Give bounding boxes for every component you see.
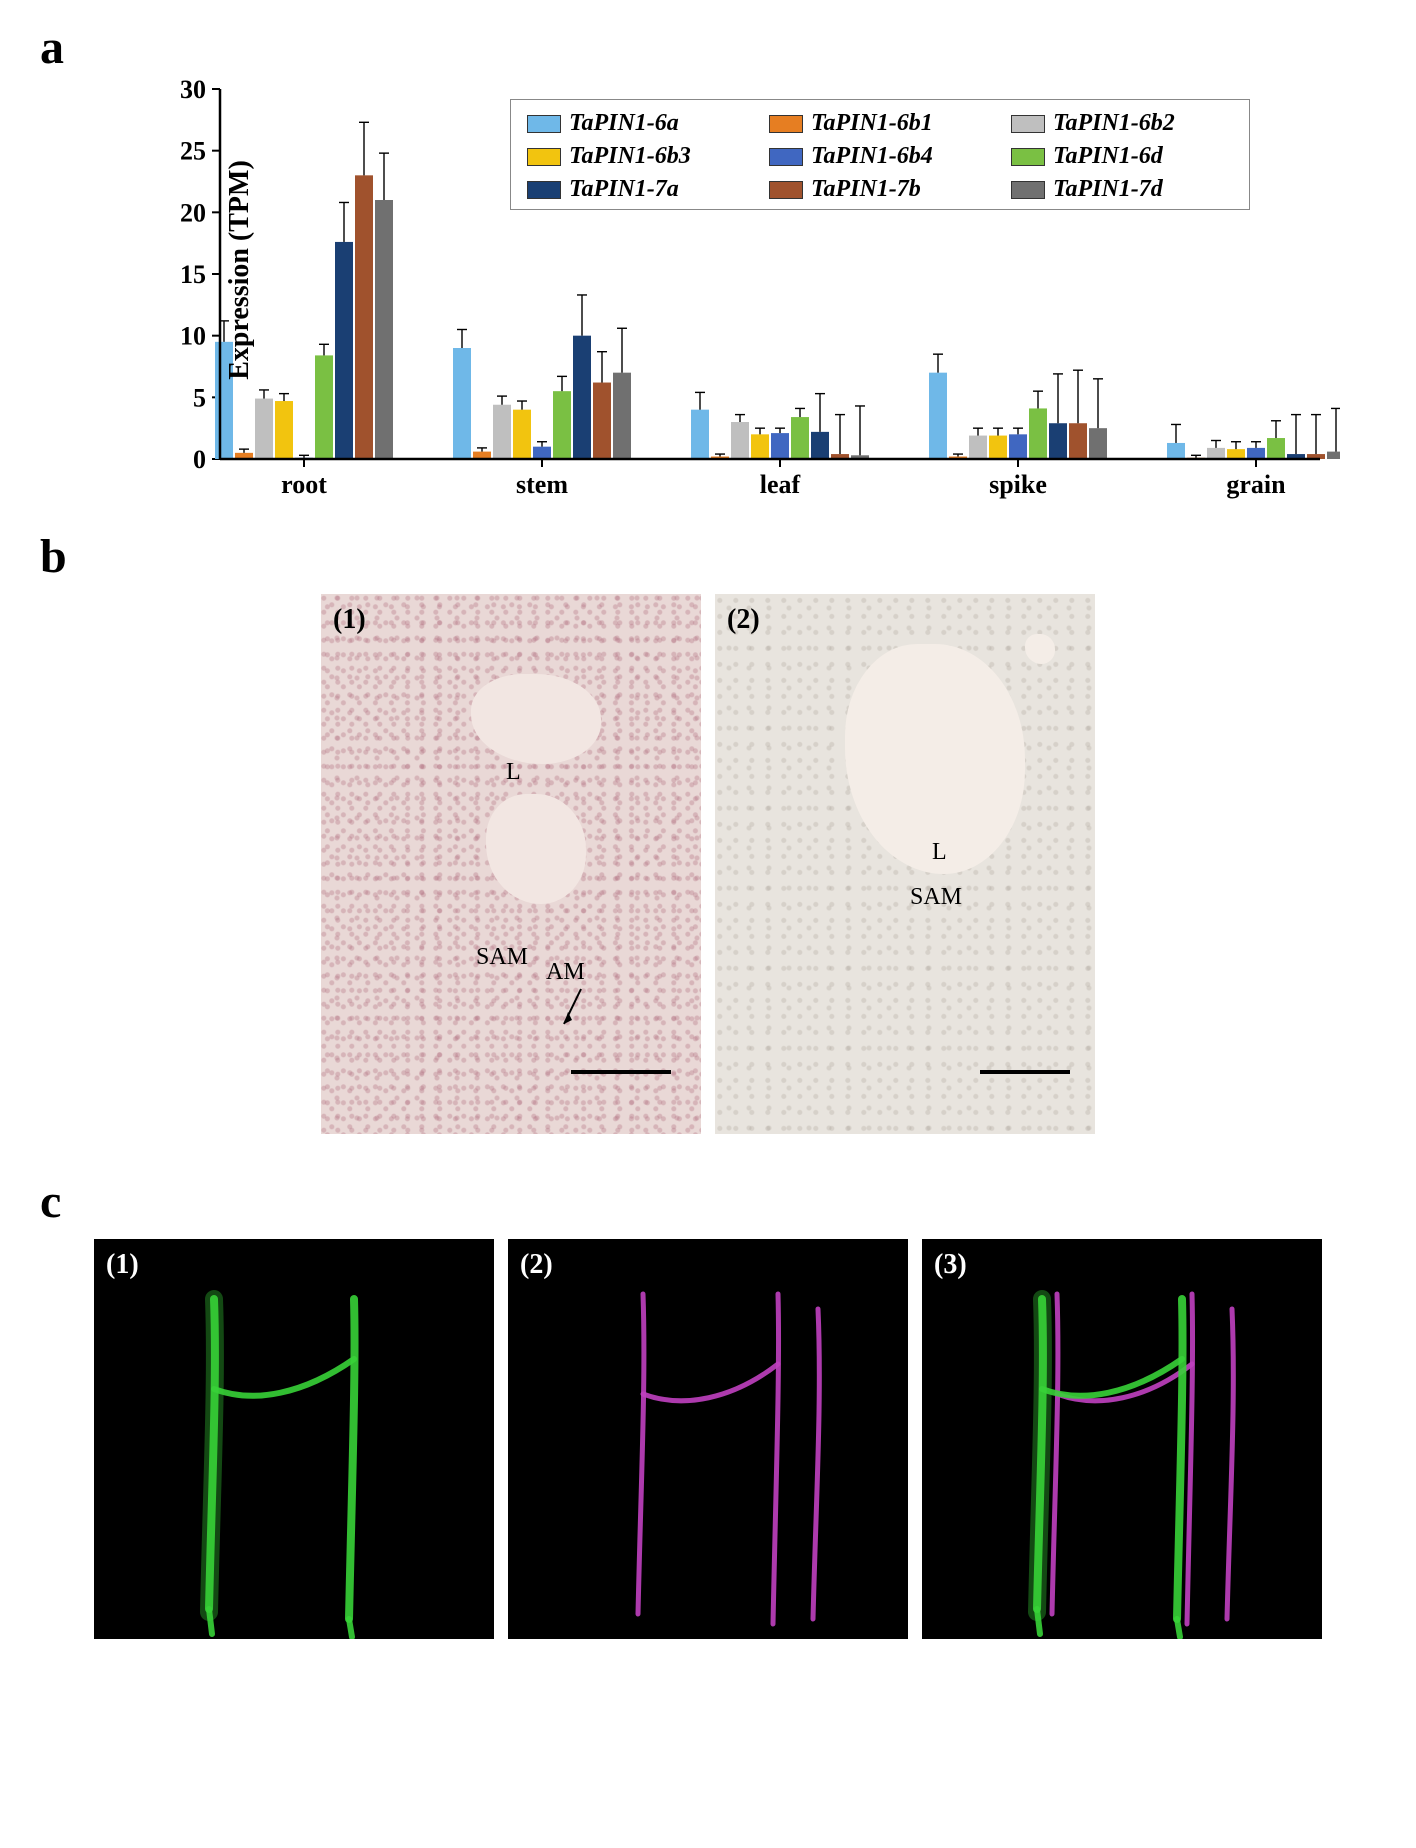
legend-text: TaPIN1-6d: [1053, 143, 1163, 170]
histology-label: L: [932, 839, 947, 866]
svg-text:15: 15: [180, 260, 206, 289]
legend-text: TaPIN1-6b2: [1053, 110, 1175, 137]
svg-text:30: 30: [180, 79, 206, 104]
legend-swatch: [769, 115, 803, 133]
tissue-region: [1025, 634, 1055, 664]
fluorescence-svg: [508, 1239, 908, 1639]
svg-text:leaf: leaf: [760, 470, 801, 499]
svg-text:20: 20: [180, 198, 206, 227]
tissue-region: [486, 794, 586, 904]
legend-item: TaPIN1-6b1: [769, 110, 991, 137]
svg-text:5: 5: [193, 383, 206, 412]
fluorescence-image-1: (1): [94, 1239, 494, 1639]
legend-item: TaPIN1-7a: [527, 176, 749, 203]
histology-label: AM: [546, 959, 585, 986]
tissue-region: [471, 674, 601, 764]
legend-item: TaPIN1-7b: [769, 176, 991, 203]
fluorescence-svg: [922, 1239, 1322, 1639]
histology-label: SAM: [910, 884, 962, 911]
histology-label: SAM: [476, 944, 528, 971]
panel-a-label: a: [40, 20, 1376, 75]
panel-b-row: (1) L SAM AM (2) L SAM: [40, 594, 1376, 1134]
legend-swatch: [527, 115, 561, 133]
legend-swatch: [527, 148, 561, 166]
fluorescence-image-3: (3): [922, 1239, 1322, 1639]
expression-bar-chart: Expression (TPM) 0 5 10 15 20 25 30 root stem lea…: [140, 79, 1340, 509]
scale-bar: [571, 1070, 671, 1074]
subpanel-number: (2): [520, 1249, 553, 1281]
fluorescence-image-2: (2): [508, 1239, 908, 1639]
scale-bar: [980, 1070, 1070, 1074]
legend-swatch: [1011, 115, 1045, 133]
legend-item: TaPIN1-6d: [1011, 143, 1233, 170]
legend-item: TaPIN1-7d: [1011, 176, 1233, 203]
svg-text:grain: grain: [1226, 470, 1286, 499]
legend-text: TaPIN1-6b4: [811, 143, 933, 170]
histology-label: L: [506, 759, 521, 786]
subpanel-number: (1): [333, 604, 366, 636]
legend-swatch: [1011, 181, 1045, 199]
legend-swatch: [769, 181, 803, 199]
legend-swatch: [1011, 148, 1045, 166]
histology-image-2: (2) L SAM: [715, 594, 1095, 1134]
legend-text: TaPIN1-6b1: [811, 110, 933, 137]
fluorescence-svg: [94, 1239, 494, 1639]
panel-c-label: c: [40, 1174, 1376, 1229]
legend-text: TaPIN1-7b: [811, 176, 921, 203]
svg-text:0: 0: [193, 445, 206, 474]
legend-item: TaPIN1-6a: [527, 110, 749, 137]
legend-item: TaPIN1-6b4: [769, 143, 991, 170]
panel-b-label: b: [40, 529, 1376, 584]
legend-text: TaPIN1-6b3: [569, 143, 691, 170]
legend-text: TaPIN1-6a: [569, 110, 679, 137]
chart-ylabel: Expression (TPM): [224, 160, 256, 380]
subpanel-number: (3): [934, 1249, 967, 1281]
subpanel-number: (2): [727, 604, 760, 636]
svg-text:root: root: [281, 470, 327, 499]
legend-swatch: [527, 181, 561, 199]
legend-item: TaPIN1-6b2: [1011, 110, 1233, 137]
svg-text:spike: spike: [989, 470, 1047, 499]
histology-image-1: (1) L SAM AM: [321, 594, 701, 1134]
subpanel-number: (1): [106, 1249, 139, 1281]
legend-item: TaPIN1-6b3: [527, 143, 749, 170]
legend-swatch: [769, 148, 803, 166]
svg-text:25: 25: [180, 137, 206, 166]
legend-text: TaPIN1-7d: [1053, 176, 1163, 203]
chart-legend: TaPIN1-6a TaPIN1-6b1 TaPIN1-6b2 TaPIN1-6b3 T…: [510, 99, 1250, 210]
svg-text:10: 10: [180, 322, 206, 351]
panel-c-row: (1) (2) (3): [40, 1239, 1376, 1639]
svg-text:stem: stem: [516, 470, 568, 499]
legend-text: TaPIN1-7a: [569, 176, 679, 203]
